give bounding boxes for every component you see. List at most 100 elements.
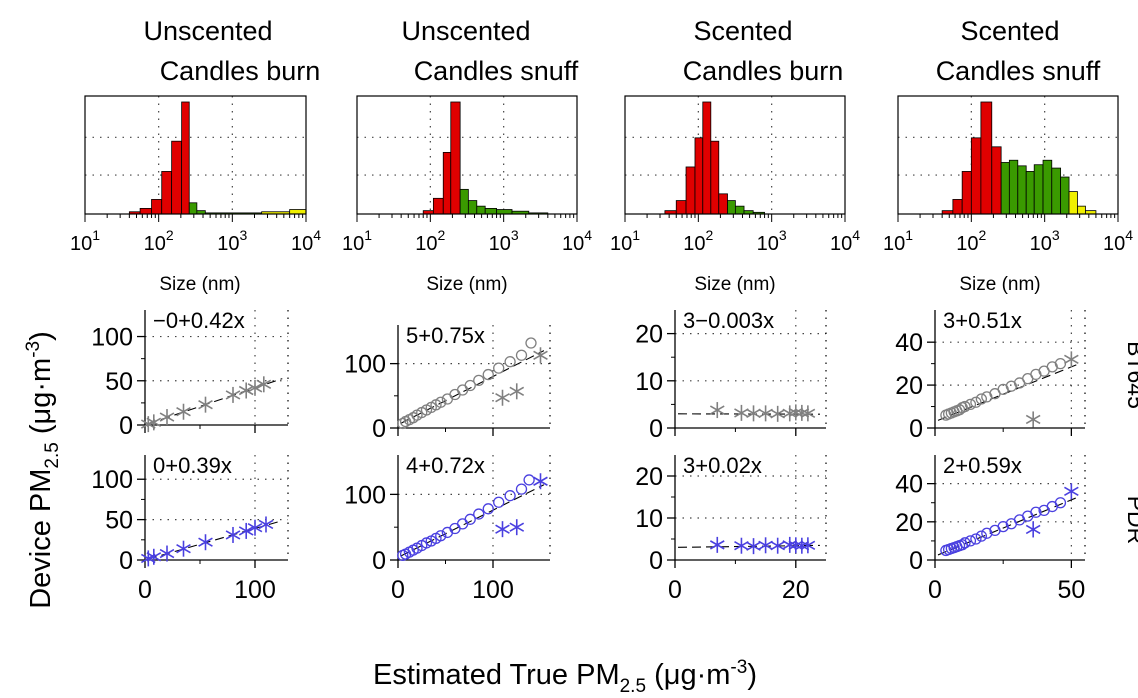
fit-equation: 4+0.72x bbox=[406, 453, 485, 478]
circle-point bbox=[435, 396, 447, 408]
column-title-3-line2: Candles burn bbox=[683, 56, 844, 86]
star-point bbox=[509, 383, 525, 400]
fit-equation: 5+0.75x bbox=[406, 323, 485, 348]
histogram-bar bbox=[718, 193, 728, 215]
histogram-bar bbox=[496, 209, 513, 215]
star-point bbox=[800, 405, 816, 422]
histogram-bar bbox=[188, 202, 198, 215]
y-tick-label: 20 bbox=[635, 463, 663, 491]
circle-point bbox=[493, 362, 505, 374]
x-tick-label: 102 bbox=[415, 227, 445, 255]
histogram-panel-4: 101 102 103 104 bbox=[883, 95, 1133, 255]
star-point bbox=[734, 404, 749, 421]
y-tick-label: 50 bbox=[105, 507, 133, 535]
circle-point bbox=[981, 527, 993, 539]
star-point bbox=[1064, 483, 1079, 500]
x-tick-label: 102 bbox=[144, 227, 174, 255]
circle-point bbox=[482, 368, 494, 381]
y-tick-label: 50 bbox=[105, 368, 133, 396]
star-point bbox=[770, 537, 786, 554]
histogram-frame bbox=[84, 95, 307, 215]
histogram-panel-2: 101 102 103 104 bbox=[342, 95, 592, 255]
star-point bbox=[1025, 411, 1041, 428]
x-tick-label: 102 bbox=[683, 227, 713, 255]
histogram-bar bbox=[289, 209, 307, 215]
star-point bbox=[782, 536, 798, 553]
y-tick-label: 10 bbox=[635, 505, 663, 533]
y-tick-label: 0 bbox=[119, 547, 133, 575]
x-tick-label: 100 bbox=[472, 576, 514, 604]
histogram-panel-3: 101 102 103 104 bbox=[610, 95, 860, 255]
star-point bbox=[238, 382, 254, 399]
star-point bbox=[176, 540, 191, 557]
circle-point bbox=[959, 537, 971, 549]
y-tick-label: 20 bbox=[895, 509, 923, 537]
circle-point bbox=[523, 474, 535, 486]
histogram-bar bbox=[432, 197, 444, 215]
x-tick-label: 104 bbox=[291, 227, 321, 255]
column-title-3-line1: Scented bbox=[693, 16, 792, 46]
x-tick-label: 104 bbox=[830, 227, 860, 255]
size-label-3: Size (nm) bbox=[694, 274, 775, 295]
x-axis-label: Estimated True PM2.5 (μg·m-3) bbox=[373, 657, 757, 697]
circle-point bbox=[953, 404, 966, 416]
histogram-bar bbox=[161, 171, 173, 215]
fit-equation: 0+0.39x bbox=[153, 453, 232, 478]
y-tick-label: 40 bbox=[895, 471, 923, 499]
x-tick-label: 50 bbox=[1057, 576, 1085, 604]
fit-equation: 3+0.51x bbox=[943, 308, 1022, 333]
star-point bbox=[746, 405, 761, 422]
size-label-2: Size (nm) bbox=[426, 274, 507, 295]
row-label-pdr: PDR bbox=[1123, 496, 1138, 545]
column-title-4-line1: Scented bbox=[960, 16, 1059, 46]
star-point bbox=[800, 537, 816, 554]
x-tick-label: 102 bbox=[956, 227, 986, 255]
star-point bbox=[794, 537, 810, 554]
y-tick-label: 0 bbox=[372, 415, 386, 443]
circle-point bbox=[964, 535, 977, 547]
column-title-4-line2: Candles snuff bbox=[936, 56, 1101, 86]
x-tick-label: 0 bbox=[138, 576, 152, 604]
circle-point bbox=[525, 337, 537, 349]
x-tick-label: 101 bbox=[610, 227, 640, 255]
histogram-bar bbox=[685, 166, 696, 215]
star-point bbox=[256, 376, 272, 393]
star-point bbox=[794, 404, 810, 421]
fit-equation: 3−0.003x bbox=[683, 308, 774, 333]
x-tick-label: 103 bbox=[489, 227, 519, 255]
circle-point bbox=[473, 508, 485, 520]
histogram-bar bbox=[1077, 205, 1086, 215]
circle-point bbox=[997, 520, 1009, 533]
star-point bbox=[198, 534, 213, 551]
star-point bbox=[159, 545, 175, 562]
circle-point bbox=[1054, 497, 1067, 509]
y-tick-label: 40 bbox=[895, 329, 923, 357]
y-tick-label: 0 bbox=[649, 547, 663, 575]
histogram-bar bbox=[727, 200, 736, 215]
scatter-panel-bt645-3: 0 10 20 3−0.003x bbox=[635, 308, 827, 443]
y-tick-label: 10 bbox=[635, 368, 663, 396]
circle-point bbox=[397, 417, 409, 430]
histogram-bar bbox=[151, 199, 163, 215]
star-point bbox=[495, 521, 510, 538]
histogram-bar bbox=[1017, 165, 1027, 215]
fit-equation: 2+0.59x bbox=[943, 453, 1022, 478]
star-point bbox=[247, 379, 263, 396]
histogram-bar bbox=[710, 140, 720, 215]
star-point bbox=[258, 516, 274, 533]
circle-point bbox=[959, 400, 971, 413]
star-point bbox=[198, 396, 213, 413]
circle-point bbox=[975, 393, 988, 405]
y-tick-label: 100 bbox=[91, 466, 133, 494]
histogram-bar bbox=[702, 101, 712, 215]
histogram-bar bbox=[1068, 191, 1078, 215]
y-tick-label: 100 bbox=[344, 351, 386, 379]
x-tick-label: 104 bbox=[1103, 227, 1133, 255]
y-tick-label: 0 bbox=[119, 412, 133, 440]
x-tick-label: 104 bbox=[562, 227, 592, 255]
column-title-2-line1: Unscented bbox=[401, 16, 530, 46]
histogram-bar bbox=[459, 188, 469, 215]
histogram-frame bbox=[356, 95, 578, 215]
scatter-panel-bt645-1: 0 50 100 −0+0.42x bbox=[91, 308, 289, 440]
size-label-1: Size (nm) bbox=[159, 274, 240, 295]
